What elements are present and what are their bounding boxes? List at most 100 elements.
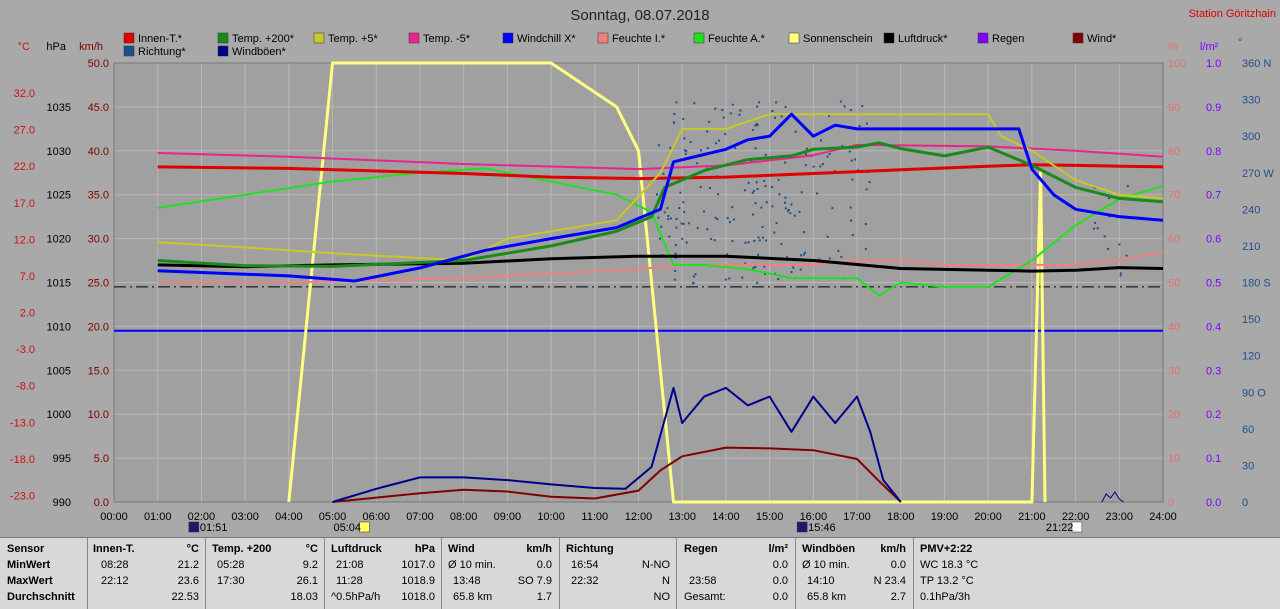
pmv-pressure-trend: 0.1hPa/3h xyxy=(920,591,971,603)
direction-point xyxy=(684,152,687,155)
direction-point xyxy=(738,113,741,116)
tick-label-celsius: 12.0 xyxy=(14,234,35,246)
boeen-avg10: 0.0 xyxy=(890,559,906,571)
regen-title: Regen xyxy=(684,543,718,555)
direction-point xyxy=(710,237,713,240)
direction-point xyxy=(747,181,750,184)
direction-point xyxy=(854,158,857,161)
tick-label-direction: 330 xyxy=(1242,95,1260,107)
tick-label-celsius: 2.0 xyxy=(20,308,35,320)
direction-point xyxy=(715,142,718,145)
divider xyxy=(205,538,206,609)
tick-label-kmh: 25.0 xyxy=(88,278,109,290)
tick-label-percent: 40 xyxy=(1168,321,1180,333)
direction-point xyxy=(674,252,677,255)
druck-unit: hPa xyxy=(414,543,435,555)
legend-swatch xyxy=(217,32,229,44)
sunset-time: 21:22 xyxy=(1046,522,1074,534)
tick-label-time: 13:00 xyxy=(668,511,696,523)
direction-point xyxy=(764,185,767,188)
tick-label-time: 08:00 xyxy=(450,511,478,523)
legend-label: Feuchte I.* xyxy=(612,33,666,45)
direction-point xyxy=(763,272,766,275)
direction-point xyxy=(682,201,685,204)
tick-label-celsius: 17.0 xyxy=(14,198,35,210)
direction-point xyxy=(726,217,729,220)
direction-point xyxy=(775,101,778,104)
tick-label-kmh: 15.0 xyxy=(88,365,109,377)
legend-swatch xyxy=(977,32,989,44)
wind-max-time: 13:48 xyxy=(453,575,481,587)
direction-point xyxy=(728,221,731,224)
temp200-min-time: 05:28 xyxy=(217,559,245,571)
boeen-avg: 2.7 xyxy=(890,591,906,603)
pmv-title: PMV+2:22 xyxy=(920,543,973,555)
legend-label: Regen xyxy=(992,33,1024,45)
series-line xyxy=(157,163,1164,181)
tick-label-kmh: 45.0 xyxy=(88,102,109,114)
direction-point xyxy=(714,107,717,110)
direction-point xyxy=(752,266,755,269)
station-name: Station Göritzhain xyxy=(1189,8,1276,20)
direction-point xyxy=(1103,235,1106,238)
tick-label-direction: 90 O xyxy=(1242,387,1266,399)
divider xyxy=(676,538,677,609)
direction-point xyxy=(754,147,757,150)
direction-point xyxy=(784,161,787,164)
druck-max-time: 11:28 xyxy=(336,575,363,587)
tick-label-celsius: -8.0 xyxy=(16,381,35,393)
tick-label-percent: 70 xyxy=(1168,190,1180,202)
direction-point xyxy=(819,165,822,168)
tick-label-direction: 30 xyxy=(1242,460,1254,472)
tick-label-rain: 0.0 xyxy=(1206,497,1221,509)
direction-point xyxy=(669,146,672,149)
stats-temp200: Temp. +200 °C 05:28 9.2 17:30 26.1 18.03 xyxy=(212,541,318,605)
wind-avg10-label: Ø 10 min. xyxy=(448,559,496,571)
direction-point xyxy=(764,153,767,156)
direction-point xyxy=(721,108,724,111)
tick-label-time: 05:00 xyxy=(319,511,347,523)
regen-r1: 0.0 xyxy=(772,559,788,571)
direction-point xyxy=(793,214,796,217)
direction-point xyxy=(780,115,783,118)
direction-point xyxy=(777,278,780,281)
direction-point xyxy=(724,133,727,136)
tick-label-celsius: 27.0 xyxy=(14,125,35,137)
tick-label-time: 16:00 xyxy=(800,511,828,523)
regen-r2-time: 23:58 xyxy=(689,575,717,587)
tick-label-time: 21:00 xyxy=(1018,511,1046,523)
chart-title: Sonntag, 08.07.2018 xyxy=(570,7,709,24)
direction-point xyxy=(689,141,692,144)
tick-label-direction: 0 xyxy=(1242,497,1248,509)
tick-label-percent: 60 xyxy=(1168,234,1180,246)
druck-max: 1018.9 xyxy=(401,575,435,587)
direction-point xyxy=(763,179,766,182)
direction-point xyxy=(669,217,672,220)
direction-point xyxy=(680,222,683,225)
divider xyxy=(324,538,325,609)
sunset-icon xyxy=(1071,521,1083,533)
legend-swatch xyxy=(313,32,325,44)
legend-swatch xyxy=(1072,32,1084,44)
direction-point xyxy=(868,180,871,183)
innen-max: 23.6 xyxy=(177,575,199,587)
direction-point xyxy=(729,112,732,115)
tick-label-rain: 0.8 xyxy=(1206,146,1221,158)
direction-point xyxy=(703,210,706,213)
direction-point xyxy=(828,153,831,156)
direction-point xyxy=(674,269,677,272)
regen-unit: l/m² xyxy=(768,543,788,555)
tick-label-time: 01:00 xyxy=(144,511,172,523)
tick-label-rain: 0.6 xyxy=(1206,234,1221,246)
innen-title: Innen-T. xyxy=(93,543,135,555)
tick-label-hpa: 1005 xyxy=(47,365,71,377)
direction-point xyxy=(682,222,685,225)
direction-point xyxy=(756,281,759,284)
direction-point xyxy=(794,130,797,133)
tick-label-hpa: 1010 xyxy=(47,321,71,333)
innen-unit: °C xyxy=(186,543,199,555)
direction-point xyxy=(775,222,778,225)
tick-label-direction: 240 xyxy=(1242,204,1260,216)
direction-point xyxy=(717,193,720,196)
direction-point xyxy=(755,181,758,184)
